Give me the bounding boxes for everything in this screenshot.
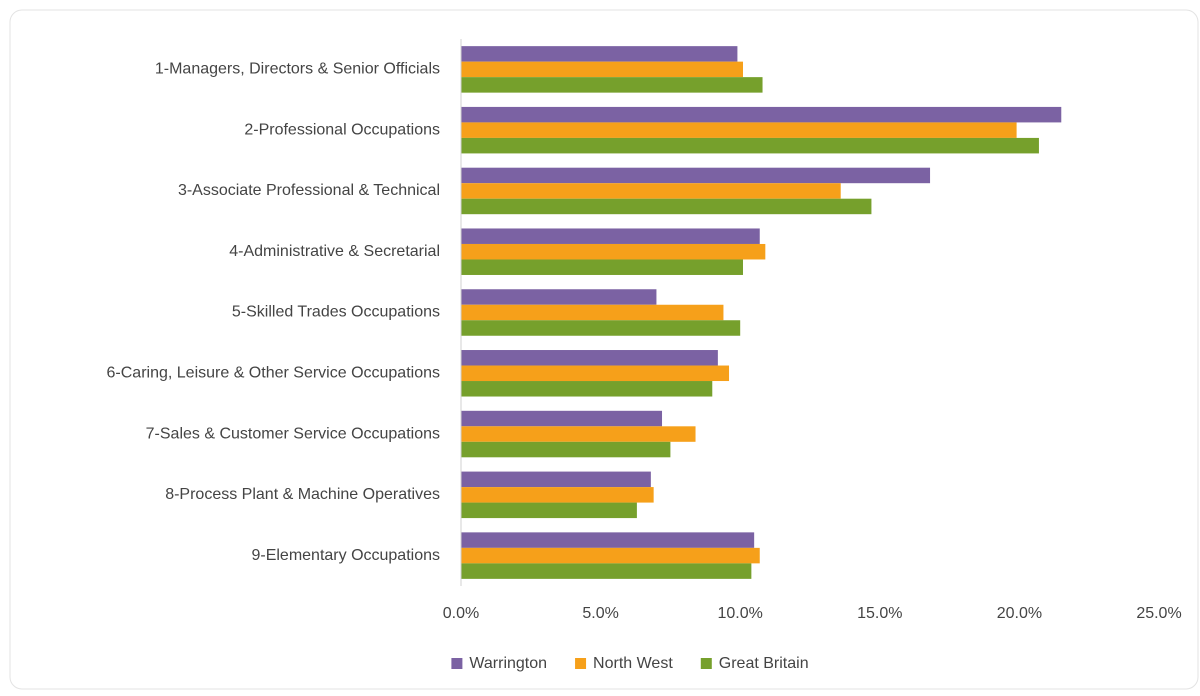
bar: [461, 122, 1017, 138]
legend-label: Warrington: [469, 655, 547, 672]
bar: [461, 183, 841, 199]
bar: [461, 487, 654, 503]
bar: [461, 259, 743, 275]
legend-swatch: [575, 658, 587, 669]
bar: [461, 243, 766, 260]
bar: [461, 547, 760, 564]
x-tick-label: 25.0%: [1136, 605, 1181, 622]
bar: [461, 106, 1062, 123]
category-label: 4-Administrative & Secretarial: [229, 243, 440, 260]
bar: [461, 289, 657, 305]
category-label: 5-Skilled Trades Occupations: [232, 304, 440, 321]
bar: [461, 46, 738, 62]
legend-label: Great Britain: [719, 655, 809, 672]
category-label: 2-Professional Occupations: [244, 121, 440, 138]
x-tick-label: 5.0%: [582, 605, 618, 622]
category-label: 1-Managers, Directors & Senior Officials: [155, 61, 440, 78]
bar: [461, 198, 872, 215]
category-label: 6-Caring, Leisure & Other Service Occupa…: [107, 364, 440, 381]
bar: [461, 77, 763, 93]
x-tick-label: 10.0%: [718, 605, 763, 622]
category-label: 7-Sales & Customer Service Occupations: [146, 425, 440, 442]
bar: [461, 365, 730, 382]
legend-swatch: [700, 658, 712, 669]
bar: [461, 426, 696, 442]
bar: [461, 320, 741, 336]
bar: [461, 167, 931, 184]
bar: [461, 350, 718, 366]
category-label: 8-Process Plant & Machine Operatives: [165, 486, 440, 503]
category-label: 3-Associate Professional & Technical: [178, 182, 440, 199]
bar: [461, 441, 671, 458]
bar: [461, 410, 663, 427]
bar: [461, 228, 760, 244]
bar: [461, 532, 755, 548]
bar: [461, 304, 724, 321]
bar: [461, 381, 713, 397]
bar: [461, 471, 651, 488]
x-tick-label: 15.0%: [857, 605, 902, 622]
category-label: 9-Elementary Occupations: [251, 547, 440, 564]
x-tick-label: 20.0%: [997, 605, 1042, 622]
bar: [461, 137, 1039, 154]
legend-swatch: [451, 658, 463, 669]
bar: [461, 502, 637, 519]
bar: [461, 563, 752, 579]
x-tick-label: 0.0%: [443, 605, 479, 622]
legend-label: North West: [593, 655, 673, 672]
bar: [461, 61, 743, 78]
